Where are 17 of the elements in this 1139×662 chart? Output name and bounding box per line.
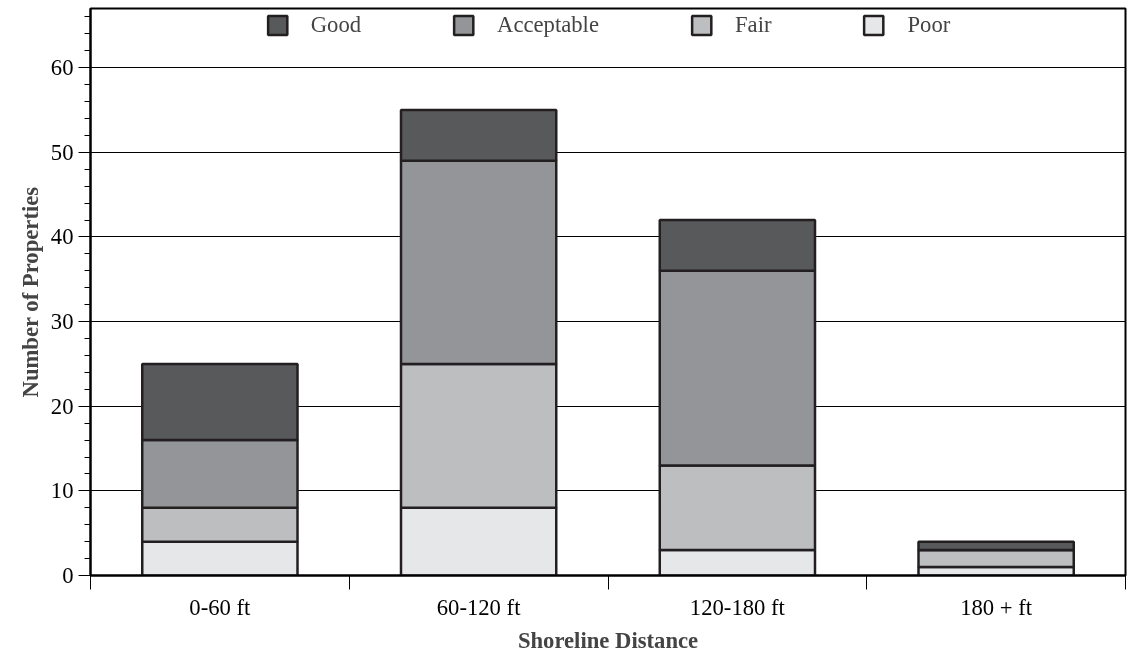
x-axis-title: Shoreline Distance: [517, 627, 699, 653]
legend-label: Poor: [907, 12, 951, 38]
x-tick-label: 120-180 ft: [689, 594, 786, 620]
y-tick-label: 40: [50, 224, 74, 250]
y-tick-label: 30: [50, 309, 74, 335]
legend-label: Acceptable: [497, 12, 599, 38]
y-tick-label: 50: [50, 139, 74, 165]
legend-label: Good: [310, 12, 362, 38]
legend-label: Fair: [734, 12, 772, 38]
y-tick-label: 10: [50, 478, 74, 504]
x-tick-label: 0-60 ft: [189, 594, 252, 620]
y-tick-label: 60: [50, 55, 74, 81]
x-tick-label: 180 + ft: [960, 594, 1033, 620]
y-tick-label: 20: [50, 393, 74, 419]
x-tick-label: 60-120 ft: [436, 594, 522, 620]
y-axis-title: Number of Properties: [17, 186, 43, 398]
y-tick-label: 0: [62, 563, 74, 588]
